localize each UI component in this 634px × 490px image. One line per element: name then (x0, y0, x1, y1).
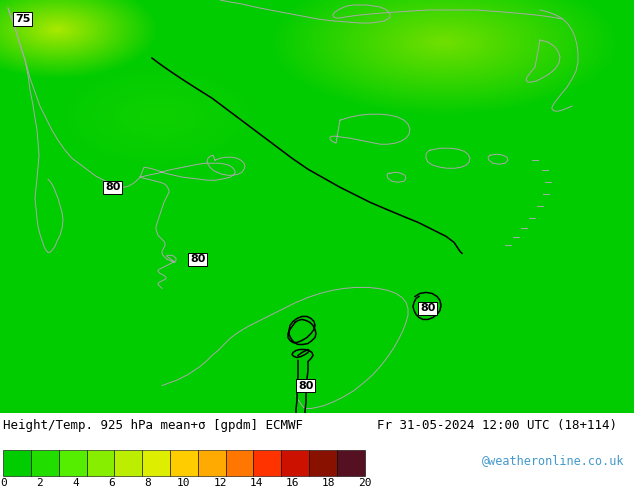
Text: Height/Temp. 925 hPa mean+σ [gpdm] ECMWF: Height/Temp. 925 hPa mean+σ [gpdm] ECMWF (3, 419, 303, 432)
Text: 8: 8 (145, 478, 151, 488)
Text: 6: 6 (108, 478, 115, 488)
Bar (226, 450, 254, 476)
Bar (281, 450, 309, 476)
Text: 80: 80 (298, 381, 313, 391)
Text: 10: 10 (177, 478, 191, 488)
Text: 18: 18 (321, 478, 335, 488)
Bar (170, 450, 198, 476)
Bar (114, 450, 142, 476)
Bar (254, 450, 281, 476)
Text: 16: 16 (285, 478, 299, 488)
Bar (31, 450, 59, 476)
Bar (87, 450, 114, 476)
Text: 4: 4 (72, 478, 79, 488)
Bar (3, 450, 31, 476)
Text: 80: 80 (420, 303, 436, 314)
Bar (198, 450, 226, 476)
Bar (309, 450, 337, 476)
Text: @weatheronline.co.uk: @weatheronline.co.uk (482, 454, 624, 467)
Text: 80: 80 (190, 254, 205, 265)
Text: 0: 0 (0, 478, 6, 488)
Bar (59, 450, 87, 476)
Bar (142, 450, 170, 476)
Text: 80: 80 (105, 182, 120, 192)
Text: 14: 14 (249, 478, 263, 488)
Text: 20: 20 (358, 478, 372, 488)
Bar (337, 450, 365, 476)
Text: 12: 12 (213, 478, 227, 488)
Text: Fr 31-05-2024 12:00 UTC (18+114): Fr 31-05-2024 12:00 UTC (18+114) (377, 419, 618, 432)
Text: 2: 2 (36, 478, 42, 488)
Text: 75: 75 (15, 14, 30, 24)
